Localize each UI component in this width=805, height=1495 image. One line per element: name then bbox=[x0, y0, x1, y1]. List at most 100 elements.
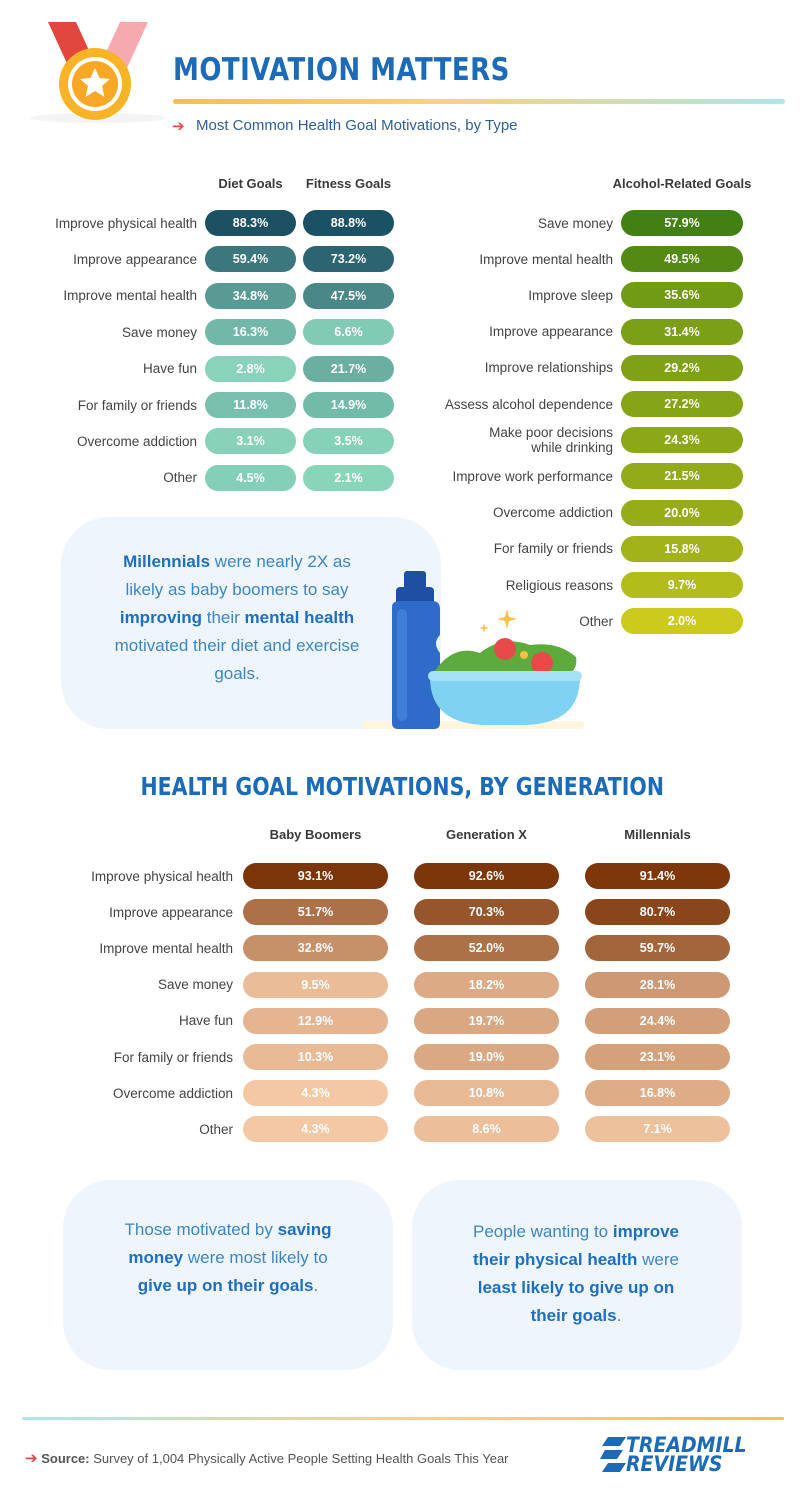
value-pill: 12.9% bbox=[243, 1007, 388, 1034]
generation-section-title: HEALTH GOAL MOTIVATIONS, BY GENERATION bbox=[140, 772, 665, 801]
arrow-right-icon: ➔ bbox=[25, 1450, 38, 1467]
row-label: For family or friends bbox=[77, 397, 197, 413]
value-pill: 10.3% bbox=[243, 1044, 388, 1070]
value-pill: 2.8% bbox=[205, 355, 296, 382]
value-pill: 3.5% bbox=[303, 428, 394, 455]
row-label: Improve appearance bbox=[73, 251, 197, 267]
column-header: Alcohol-Related Goals bbox=[612, 176, 752, 191]
value-pill: 16.8% bbox=[585, 1080, 730, 1107]
page-subtitle: ➔ Most Common Health Goal Motivations, b… bbox=[172, 117, 518, 135]
value-pill: 14.9% bbox=[303, 392, 394, 418]
row-label: Improve physical health bbox=[55, 215, 197, 231]
value-pill: 9.5% bbox=[243, 971, 388, 998]
callout-physical-health bbox=[412, 1180, 742, 1370]
row-label: Other bbox=[163, 470, 197, 486]
value-pill: 16.3% bbox=[205, 319, 296, 346]
arrow-right-icon: ➔ bbox=[172, 118, 185, 135]
row-label: Improve work performance bbox=[452, 468, 613, 484]
value-pill: 15.8% bbox=[621, 535, 743, 562]
row-label: Overcome addiction bbox=[492, 505, 613, 521]
value-pill: 49.5% bbox=[621, 246, 743, 273]
value-pill: 27.2% bbox=[621, 391, 743, 417]
value-pill: 2.1% bbox=[303, 464, 394, 491]
row-label: Other bbox=[199, 1121, 233, 1137]
value-pill: 88.3% bbox=[205, 210, 296, 236]
value-pill: 57.9% bbox=[621, 210, 743, 236]
value-pill: 52.0% bbox=[414, 935, 559, 962]
value-pill: 31.4% bbox=[621, 318, 743, 345]
value-pill: 3.1% bbox=[205, 428, 296, 455]
value-pill: 24.3% bbox=[621, 427, 743, 454]
source-note: ➔ Source: Survey of 1,004 Physically Act… bbox=[25, 1449, 509, 1467]
row-label: Improve appearance bbox=[109, 904, 233, 920]
value-pill: 28.1% bbox=[585, 971, 730, 998]
row-label: Have fun bbox=[178, 1013, 233, 1029]
value-pill: 34.8% bbox=[205, 282, 296, 309]
value-pill: 20.0% bbox=[621, 499, 743, 526]
row-label: Save money bbox=[157, 977, 233, 993]
row-label: For family or friends bbox=[493, 541, 613, 557]
callout-saving-money bbox=[63, 1180, 393, 1370]
row-label: Other bbox=[579, 613, 613, 629]
value-pill: 11.8% bbox=[205, 392, 296, 418]
source-label: Source: bbox=[41, 1451, 90, 1466]
row-label: Improve appearance bbox=[489, 324, 613, 340]
value-pill: 59.7% bbox=[585, 935, 730, 962]
value-pill: 29.2% bbox=[621, 354, 743, 381]
value-pill: 47.5% bbox=[303, 282, 394, 309]
row-label: Overcome addiction bbox=[76, 433, 197, 449]
row-label: Improve mental health bbox=[99, 940, 233, 956]
row-label: Have fun bbox=[142, 361, 197, 377]
row-label: Save money bbox=[537, 215, 613, 231]
page-title: MOTIVATION MATTERS bbox=[173, 52, 510, 88]
row-label: Improve mental health bbox=[63, 288, 197, 304]
subtitle-text: Most Common Health Goal Motivations, by … bbox=[196, 117, 518, 134]
row-label: For family or friends bbox=[113, 1049, 233, 1065]
value-pill: 4.3% bbox=[243, 1080, 388, 1107]
brand-logo-icon bbox=[600, 1437, 626, 1475]
callout-physical-health-text: People wanting to improve their physical… bbox=[472, 1222, 680, 1325]
column-header: Diet Goals bbox=[218, 176, 283, 191]
brand-line-2: REVIEWS bbox=[626, 1452, 723, 1476]
value-pill: 73.2% bbox=[303, 246, 394, 273]
value-pill: 19.7% bbox=[414, 1007, 559, 1034]
column-header: Millennials bbox=[624, 827, 691, 842]
brand-line-1: TREADMILL bbox=[626, 1433, 747, 1457]
medal-icon bbox=[28, 22, 168, 124]
value-pill: 6.6% bbox=[303, 319, 394, 346]
callout-millennials-text: Millennials were nearly 2X as likely as … bbox=[114, 552, 360, 683]
value-pill: 88.8% bbox=[303, 210, 394, 236]
row-label: Improve mental health bbox=[479, 251, 613, 267]
brand-logo: TREADMILL REVIEWS bbox=[626, 1433, 760, 1476]
value-pill: 19.0% bbox=[414, 1044, 559, 1070]
value-pill: 35.6% bbox=[621, 282, 743, 309]
column-header: Fitness Goals bbox=[305, 176, 392, 191]
value-pill: 4.3% bbox=[243, 1116, 388, 1143]
callout-saving-money-text: Those motivated by saving money were mos… bbox=[124, 1220, 332, 1295]
title-underline bbox=[173, 99, 785, 104]
column-header: Generation X bbox=[446, 827, 527, 842]
value-pill: 51.7% bbox=[243, 899, 388, 926]
value-pill: 2.0% bbox=[621, 608, 743, 635]
value-pill: 59.4% bbox=[205, 246, 296, 273]
value-pill: 91.4% bbox=[585, 863, 730, 889]
row-label: Overcome addiction bbox=[112, 1085, 233, 1101]
value-pill: 93.1% bbox=[243, 863, 388, 889]
row-label: Religious reasons bbox=[505, 577, 613, 593]
value-pill: 32.8% bbox=[243, 935, 388, 962]
row-label: Improve relationships bbox=[484, 360, 613, 376]
value-pill: 80.7% bbox=[585, 899, 730, 926]
row-label: Assess alcohol dependence bbox=[444, 396, 613, 412]
column-header: Baby Boomers bbox=[269, 827, 362, 842]
footer-divider bbox=[22, 1417, 784, 1420]
bottle-salad-illustration bbox=[362, 565, 592, 735]
callout-millennials bbox=[61, 517, 441, 729]
source-text: Survey of 1,004 Physically Active People… bbox=[89, 1451, 509, 1466]
value-pill: 21.5% bbox=[621, 463, 743, 490]
row-label: Make poor decisions while drinking bbox=[489, 425, 613, 456]
value-pill: 92.6% bbox=[414, 863, 559, 889]
row-label: Save money bbox=[121, 324, 197, 340]
value-pill: 70.3% bbox=[414, 899, 559, 926]
row-label: Improve sleep bbox=[528, 287, 613, 303]
value-pill: 24.4% bbox=[585, 1007, 730, 1034]
